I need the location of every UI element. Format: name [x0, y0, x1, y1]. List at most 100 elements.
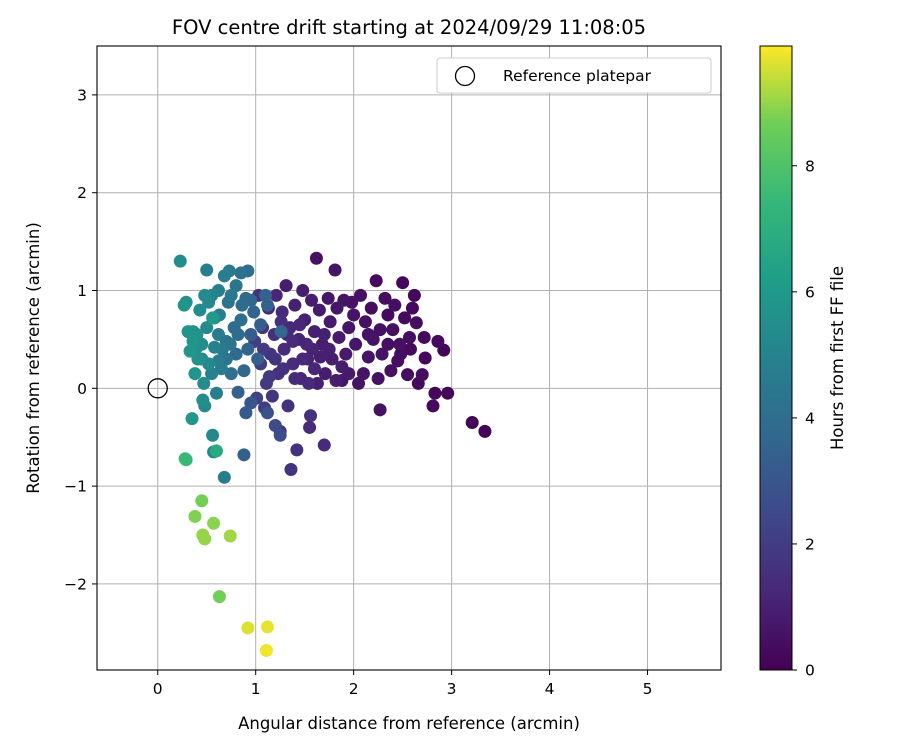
- data-point: [418, 351, 432, 365]
- data-point: [431, 334, 445, 348]
- points-layer: [147, 251, 492, 657]
- x-tick-label: 1: [251, 680, 261, 698]
- data-point: [386, 323, 400, 337]
- data-point: [239, 406, 253, 420]
- data-point: [403, 342, 417, 356]
- data-point: [193, 303, 207, 317]
- data-point: [185, 412, 199, 426]
- data-point: [259, 643, 273, 657]
- data-point: [349, 337, 363, 351]
- x-tick-label: 4: [545, 680, 555, 698]
- data-point: [317, 328, 331, 342]
- data-point: [290, 443, 304, 457]
- data-point: [321, 291, 335, 305]
- data-point: [251, 352, 265, 366]
- colorbar-tick-label: 4: [805, 409, 815, 427]
- data-point: [212, 590, 226, 604]
- data-point: [234, 313, 248, 327]
- data-point: [312, 303, 326, 317]
- data-point: [378, 291, 392, 305]
- data-point: [358, 315, 372, 329]
- data-point: [293, 318, 307, 332]
- data-point: [296, 284, 310, 298]
- colorbar-tick-label: 6: [805, 283, 815, 301]
- data-point: [210, 444, 224, 458]
- data-point: [173, 254, 187, 268]
- data-point: [234, 266, 248, 280]
- data-point: [371, 372, 385, 386]
- legend-box: [436, 57, 712, 94]
- x-tick-label: 2: [349, 680, 359, 698]
- x-tick-label: 5: [643, 680, 653, 698]
- data-point: [241, 342, 255, 356]
- y-axis-label: Rotation from reference (arcmin): [24, 222, 43, 494]
- x-tick-label: 3: [447, 680, 457, 698]
- data-point: [181, 325, 195, 339]
- data-point: [244, 328, 258, 342]
- colorbar: [759, 45, 793, 671]
- data-point: [381, 308, 395, 322]
- data-point: [354, 288, 368, 302]
- x-tick-label: 0: [153, 680, 163, 698]
- data-point: [407, 288, 421, 302]
- data-point: [369, 274, 383, 288]
- data-point: [257, 342, 271, 356]
- data-point: [300, 337, 314, 351]
- data-point: [402, 330, 416, 344]
- data-point: [211, 354, 225, 368]
- data-point: [207, 516, 221, 530]
- data-point: [342, 321, 356, 335]
- data-point: [288, 372, 302, 386]
- data-point: [229, 279, 243, 293]
- data-point: [307, 362, 321, 376]
- data-point: [325, 352, 339, 366]
- data-point: [384, 364, 398, 378]
- data-point: [373, 403, 387, 417]
- data-point: [352, 376, 366, 390]
- data-point: [197, 376, 211, 390]
- data-point: [288, 298, 302, 312]
- data-point: [224, 288, 238, 302]
- data-point: [224, 367, 238, 381]
- data-point: [303, 420, 317, 434]
- data-point: [231, 328, 245, 342]
- data-point: [183, 344, 197, 358]
- data-point: [274, 315, 288, 329]
- data-point: [196, 393, 210, 407]
- data-point: [388, 298, 402, 312]
- data-point: [260, 298, 274, 312]
- data-point: [356, 367, 370, 381]
- legend-marker-reference: [454, 65, 476, 87]
- data-point: [208, 340, 222, 354]
- data-point: [217, 470, 231, 484]
- data-point: [177, 298, 191, 312]
- y-tick-label: −1: [64, 478, 87, 496]
- colorbar-tick-label: 2: [805, 535, 815, 553]
- data-point: [265, 389, 279, 403]
- data-point: [262, 370, 276, 384]
- data-point: [286, 357, 300, 371]
- chart-title: FOV centre drift starting at 2024/09/29 …: [172, 16, 646, 39]
- data-point: [268, 418, 282, 432]
- data-point: [188, 367, 202, 381]
- data-point: [401, 368, 415, 382]
- data-point: [339, 347, 353, 361]
- data-point: [375, 347, 389, 361]
- data-point: [398, 311, 412, 325]
- data-point: [241, 621, 255, 635]
- data-point: [276, 362, 290, 376]
- data-point: [373, 323, 387, 337]
- data-point: [237, 364, 251, 378]
- data-point: [244, 396, 258, 410]
- data-point: [273, 428, 287, 442]
- y-tick-label: 1: [77, 282, 87, 300]
- colorbar-label: Hours from first FF file: [828, 266, 847, 450]
- data-point: [198, 532, 212, 546]
- y-tick-label: 3: [77, 86, 87, 104]
- data-point: [347, 308, 361, 322]
- data-point: [330, 301, 344, 315]
- data-point: [302, 376, 316, 390]
- data-point: [309, 251, 323, 265]
